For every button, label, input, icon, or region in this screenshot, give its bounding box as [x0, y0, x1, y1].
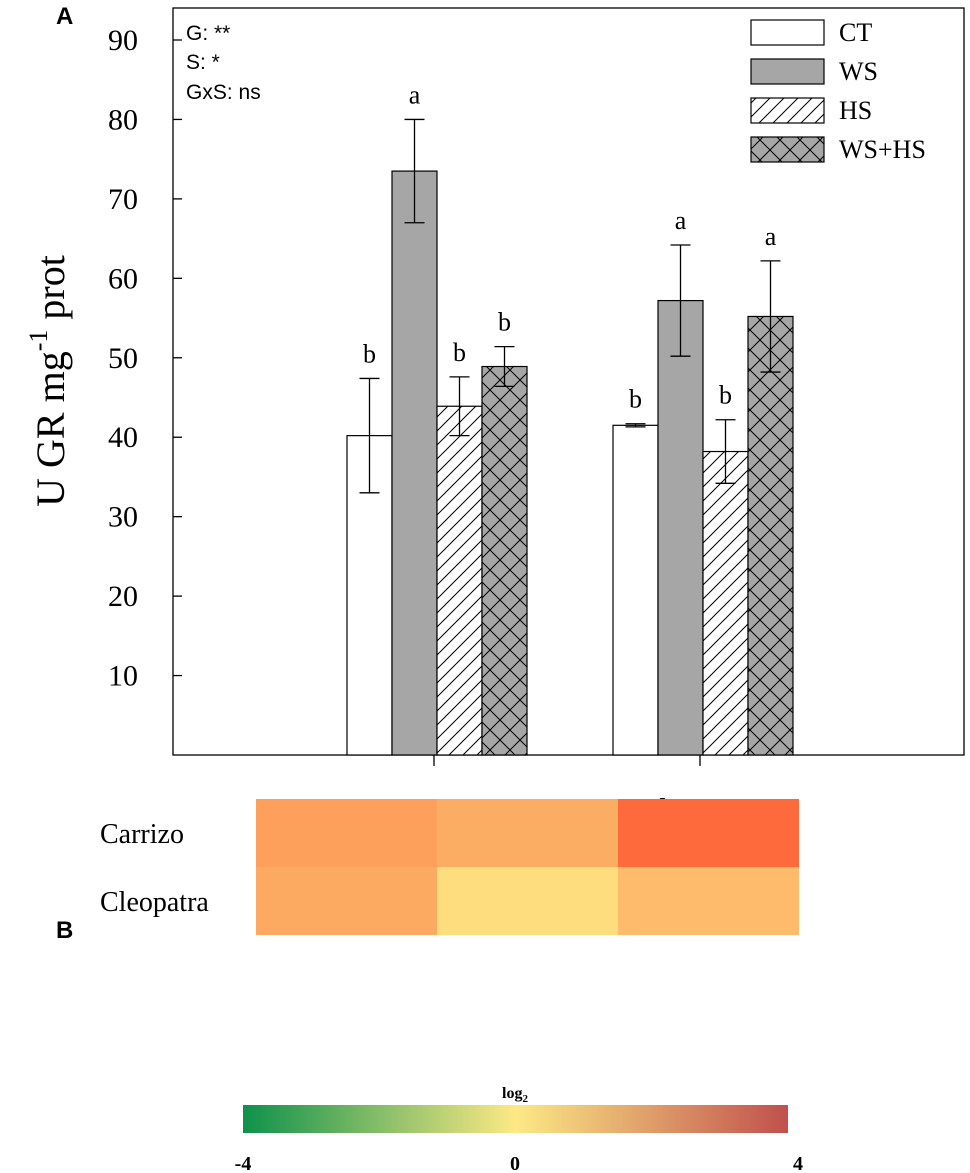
panel-a-label: A [56, 3, 73, 30]
legend-label: WS [839, 57, 878, 86]
heatmap-cell [618, 799, 799, 867]
y-tick-label: 80 [108, 103, 138, 136]
legend-label: HS [839, 96, 872, 125]
bar-ws-hs-cleopatra [747, 315, 794, 756]
heatmap-cell [618, 867, 799, 935]
significance-letter: a [675, 206, 687, 235]
bar-hs-carrizo [436, 405, 483, 756]
y-axis-label-superscript: -1 [24, 330, 53, 352]
legend: CT WS HS WS+HS [750, 18, 926, 164]
heatmap-cell [256, 799, 437, 867]
heatmap-cell [256, 867, 437, 935]
y-tick-label: 60 [108, 262, 138, 295]
stat-line-gxs: GxS: ns [186, 81, 261, 104]
bar-hs-cleopatra [702, 450, 749, 756]
stat-line-s: S: * [186, 51, 220, 74]
colorbar-tick-label: 4 [793, 1153, 803, 1173]
plot-frame [172, 7, 965, 756]
heatmap-row-label: Cleopatra [100, 887, 209, 918]
colorbar: log2 -4 0 4 [235, 1085, 803, 1173]
bar-ct-cleopatra [612, 424, 659, 756]
y-tick-label: 40 [108, 421, 138, 454]
significance-letter: b [498, 308, 511, 337]
legend-swatch [750, 136, 825, 163]
y-tick-label: 70 [108, 183, 138, 216]
stat-line-g: G: ** [186, 22, 230, 45]
colorbar-gradient [243, 1105, 788, 1133]
significance-letter: a [409, 80, 421, 109]
significance-letter: b [363, 339, 376, 368]
y-axis-label: U GR mg-1 prot [24, 255, 73, 507]
colorbar-label-main: log [502, 1085, 522, 1102]
significance-letter: b [719, 381, 732, 410]
legend-label: WS+HS [839, 135, 926, 164]
colorbar-tick-label: 0 [510, 1153, 520, 1173]
colorbar-label: log2 [502, 1085, 528, 1105]
bar-ws-carrizo [391, 170, 438, 756]
significance-letter: a [765, 222, 777, 251]
heatmap-row-label: Carrizo [100, 819, 184, 850]
significance-letter: b [629, 385, 642, 414]
legend-swatch [750, 97, 825, 124]
significance-letter: b [453, 338, 466, 367]
y-axis: 10 20 30 40 50 60 70 80 90 [108, 24, 182, 693]
y-tick-label: 30 [108, 501, 138, 534]
legend-swatch [750, 58, 825, 85]
bars: b b a a b b b a [346, 80, 794, 756]
bar-ws-hs-carrizo [481, 365, 528, 756]
y-axis-label-main: U GR mg [28, 351, 73, 507]
stats-annotation: G: ** S: * GxS: ns [186, 22, 261, 104]
y-tick-label: 90 [108, 24, 138, 57]
y-tick-label: 20 [108, 580, 138, 613]
legend-swatch [750, 19, 825, 46]
legend-label: CT [839, 18, 872, 47]
heatmap-cell [437, 799, 618, 867]
colorbar-tick-label: -4 [235, 1153, 252, 1173]
y-tick-label: 50 [108, 342, 138, 375]
panel-b-label: B [56, 917, 73, 944]
bar-ws-cleopatra [657, 299, 704, 756]
y-axis-label-tail: prot [28, 255, 73, 329]
heatmap-cell [437, 867, 618, 935]
y-tick-label: 10 [108, 660, 138, 693]
colorbar-label-subscript: 2 [522, 1093, 528, 1105]
